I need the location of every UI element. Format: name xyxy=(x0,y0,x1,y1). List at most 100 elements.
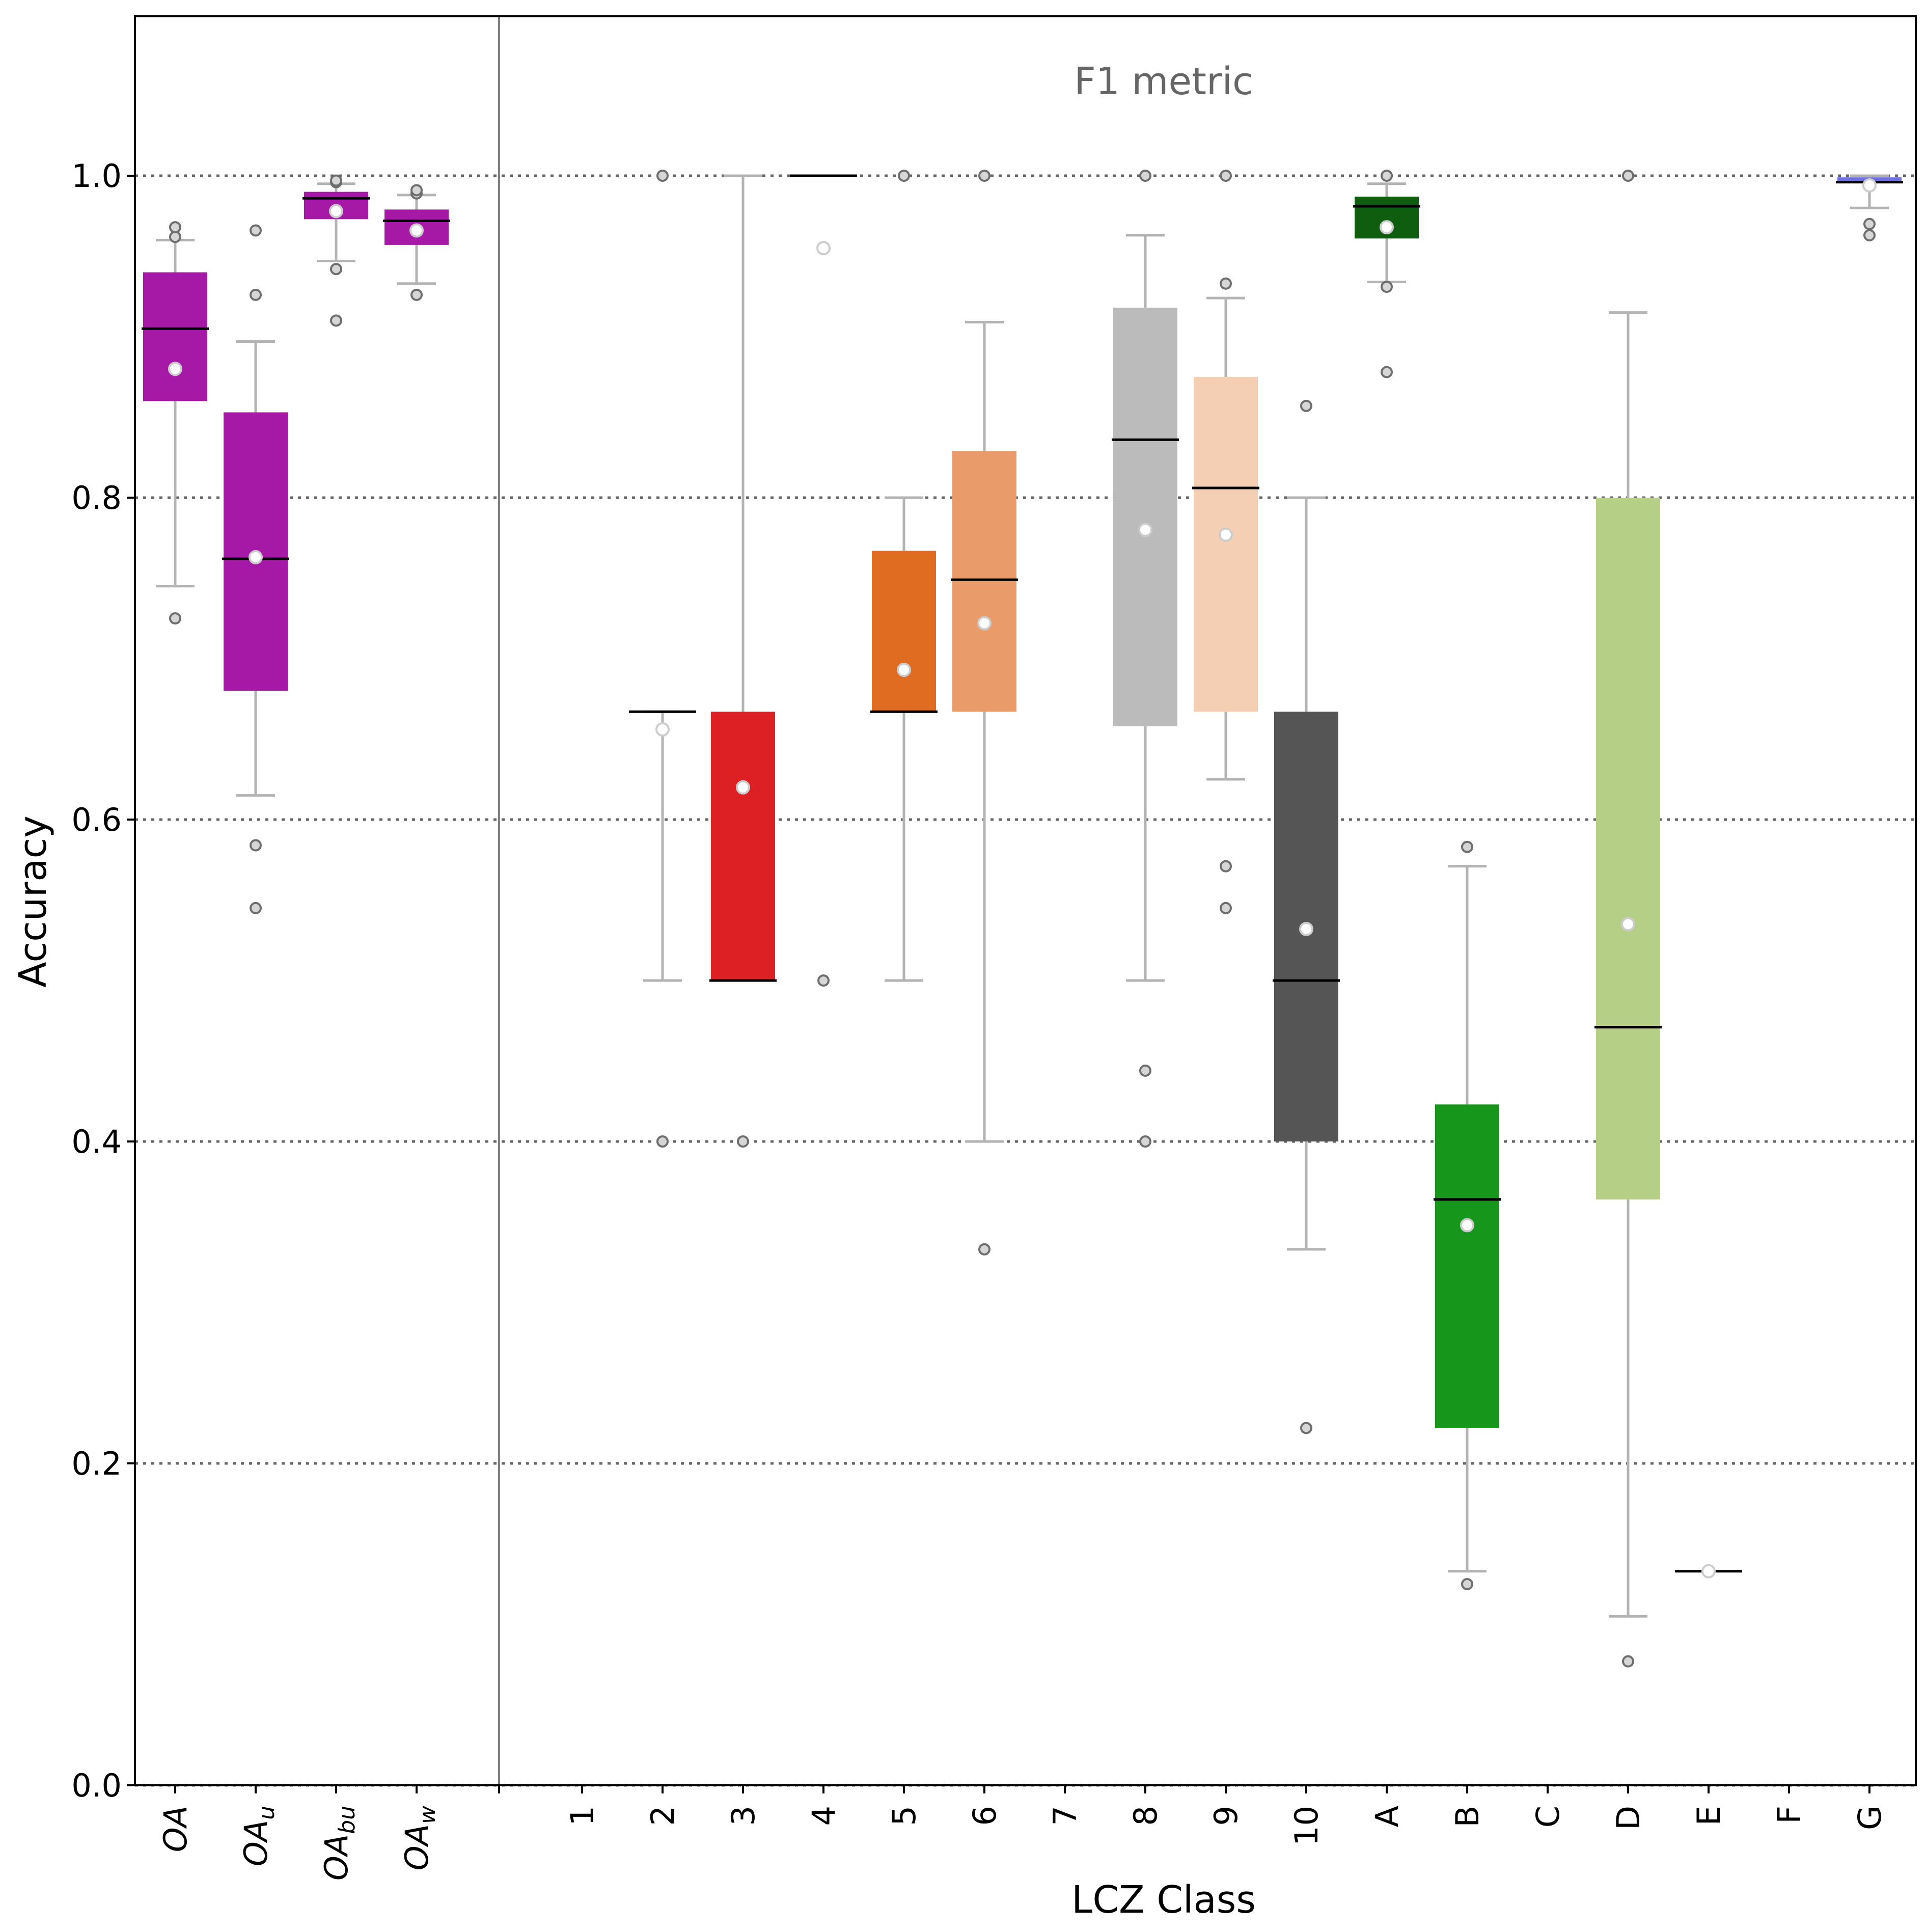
mean-marker xyxy=(1701,1564,1716,1579)
outlier-point xyxy=(1622,170,1634,182)
x-tick-label: 10 xyxy=(1288,1806,1325,1846)
outlier-point xyxy=(1381,170,1393,182)
box-9 xyxy=(1192,170,1259,914)
x-tick-label: B xyxy=(1449,1806,1486,1828)
y-tick-label: 0.0 xyxy=(71,1767,122,1804)
outlier-point xyxy=(1622,1655,1634,1668)
y-tick-label: 0.2 xyxy=(71,1445,122,1482)
chart-title: F1 metric xyxy=(1074,60,1253,103)
x-tick-label: 5 xyxy=(886,1806,923,1826)
outlier-point xyxy=(1300,399,1312,412)
outlier-point xyxy=(410,288,423,301)
x-tick-label: F xyxy=(1771,1806,1808,1824)
outlier-point xyxy=(1139,170,1151,182)
outlier-point xyxy=(1461,840,1473,853)
outlier-point xyxy=(1381,366,1393,378)
boxes xyxy=(142,170,1903,1668)
outlier-point xyxy=(1300,1422,1312,1434)
box-5 xyxy=(870,170,938,982)
box-8 xyxy=(1112,170,1179,1148)
outlier-point xyxy=(656,1135,669,1148)
outlier-point xyxy=(978,1243,990,1256)
outlier-point xyxy=(250,902,262,914)
x-tick-label-subscript: bu xyxy=(334,1806,360,1834)
mean-marker xyxy=(655,722,670,737)
x-tick-label: C xyxy=(1529,1806,1566,1828)
x-tick-label: 2 xyxy=(644,1806,681,1826)
outlier-point xyxy=(1461,1578,1473,1590)
x-tick-label: OAu xyxy=(237,1806,280,1866)
outlier-point xyxy=(817,974,830,987)
box-2 xyxy=(629,170,696,1148)
box-iqr xyxy=(952,451,1016,712)
outlier-point xyxy=(656,170,669,182)
x-tick-label: 3 xyxy=(725,1806,762,1826)
outlier-point xyxy=(1220,277,1232,290)
mean-marker xyxy=(736,780,750,795)
box-iqr xyxy=(872,551,936,712)
x-tick-label: 7 xyxy=(1047,1806,1084,1826)
box-4 xyxy=(790,174,857,987)
y-tick-label: 0.6 xyxy=(71,801,122,838)
outlier-point xyxy=(1220,170,1232,182)
outlier-point xyxy=(250,288,262,301)
outlier-point xyxy=(1139,1064,1151,1077)
box-iqr xyxy=(1113,308,1177,726)
mean-marker xyxy=(409,223,424,238)
box-6 xyxy=(951,170,1018,1256)
box-3 xyxy=(709,174,777,1148)
box-OA xyxy=(142,221,209,624)
box-B xyxy=(1434,840,1501,1590)
mean-marker xyxy=(329,204,343,219)
outlier-point xyxy=(330,174,342,187)
mean-marker xyxy=(249,550,263,564)
box-iqr xyxy=(711,712,775,981)
mean-marker xyxy=(1380,220,1394,235)
box-A xyxy=(1353,170,1420,378)
box-iqr xyxy=(1435,1104,1499,1428)
x-tick-label: A xyxy=(1368,1806,1406,1827)
x-tick-label: 4 xyxy=(805,1806,842,1826)
mean-marker xyxy=(816,241,831,256)
mean-marker xyxy=(1299,921,1313,936)
x-tick-label: E xyxy=(1690,1806,1727,1826)
outlier-point xyxy=(1220,860,1232,873)
x-tick-label: 8 xyxy=(1127,1806,1164,1826)
x-tick-label: 6 xyxy=(966,1806,1003,1826)
box-G xyxy=(1836,174,1903,241)
mean-marker xyxy=(1460,1218,1474,1233)
box-OAw xyxy=(383,184,450,301)
y-tick-label: 1.0 xyxy=(71,157,122,195)
mean-marker xyxy=(1219,527,1233,542)
box-E xyxy=(1675,1564,1742,1579)
outlier-point xyxy=(737,1135,749,1148)
x-axis-title: LCZ Class xyxy=(1071,1878,1256,1922)
mean-marker xyxy=(977,616,992,631)
mean-marker xyxy=(1862,178,1877,193)
y-tick-label: 0.8 xyxy=(71,479,122,516)
x-tick-label: OA xyxy=(157,1806,194,1852)
x-tick-label-subscript: u xyxy=(254,1806,280,1820)
outlier-point xyxy=(1381,281,1393,293)
x-tick-label-subscript: w xyxy=(415,1805,441,1824)
outlier-point xyxy=(250,224,262,237)
box-D xyxy=(1594,170,1662,1668)
box-OAu xyxy=(222,224,289,914)
x-tick-label: 1 xyxy=(564,1806,601,1826)
outlier-point xyxy=(1863,217,1876,230)
outlier-point xyxy=(169,612,181,624)
box-iqr xyxy=(143,272,207,401)
mean-marker xyxy=(1138,523,1152,537)
box-OAbu xyxy=(302,174,370,327)
x-tick-label: G xyxy=(1851,1806,1888,1830)
outlier-point xyxy=(898,170,910,182)
box-10 xyxy=(1273,399,1340,1434)
outlier-point xyxy=(330,263,342,276)
outlier-point xyxy=(1139,1135,1151,1148)
mean-marker xyxy=(1621,917,1635,932)
box-iqr xyxy=(1194,377,1258,712)
plot-frame xyxy=(134,15,1917,1786)
y-tick-label: 0.4 xyxy=(71,1123,122,1160)
x-tick-label: 9 xyxy=(1207,1806,1245,1826)
